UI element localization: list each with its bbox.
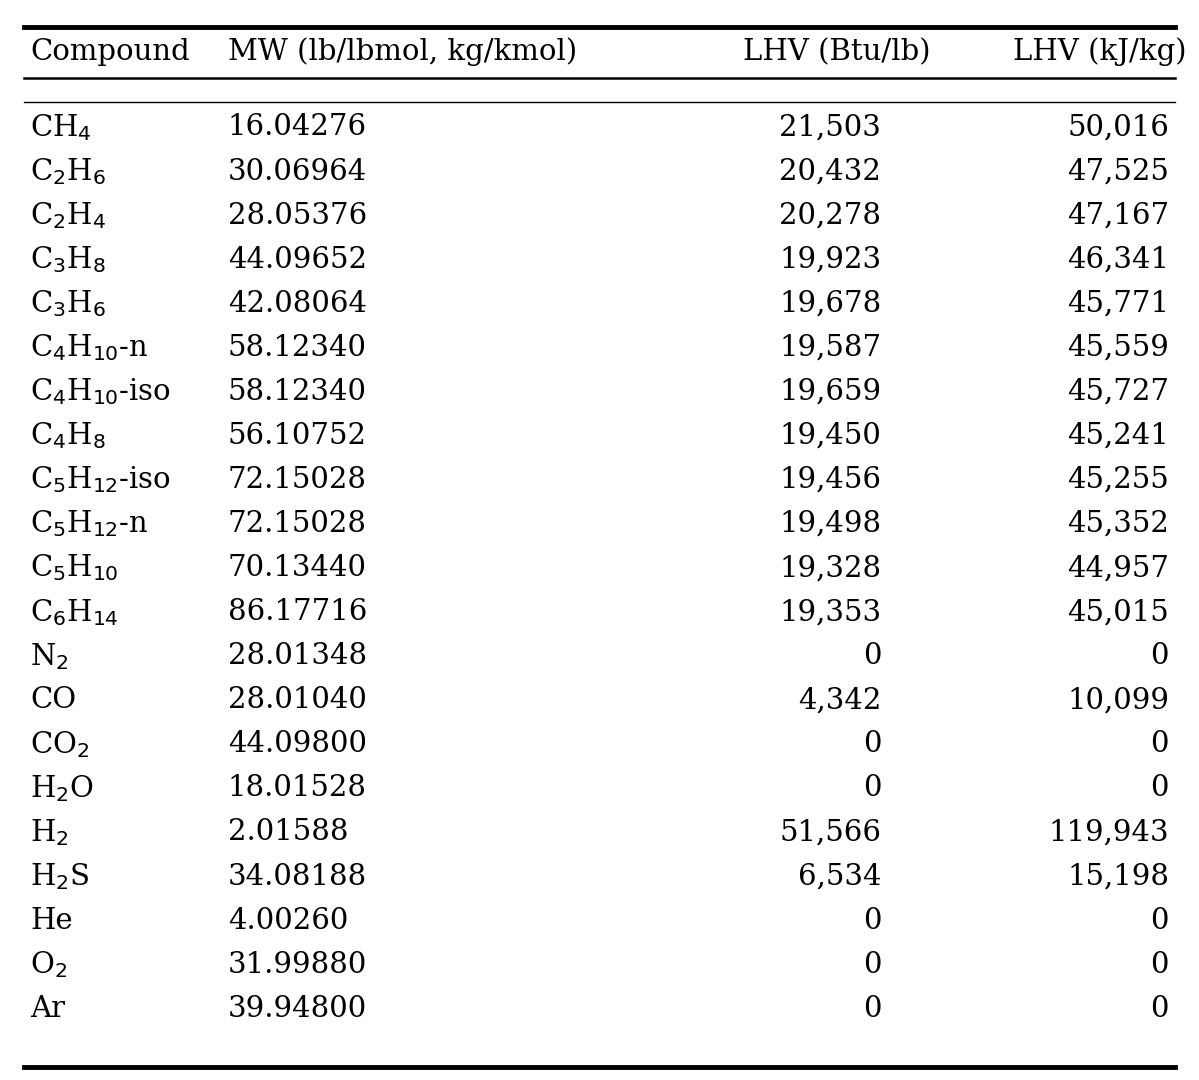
Text: C$_6$H$_{14}$: C$_6$H$_{14}$ — [30, 597, 119, 627]
Text: 45,352: 45,352 — [1067, 510, 1169, 538]
Text: 72.15028: 72.15028 — [228, 510, 367, 538]
Text: 6,534: 6,534 — [797, 863, 881, 891]
Text: C$_4$H$_{10}$-iso: C$_4$H$_{10}$-iso — [30, 377, 171, 407]
Text: C$_2$H$_6$: C$_2$H$_6$ — [30, 157, 106, 187]
Text: 0: 0 — [1151, 730, 1169, 758]
Text: 0: 0 — [1151, 774, 1169, 802]
Text: 39.94800: 39.94800 — [228, 995, 367, 1023]
Text: H$_2$O: H$_2$O — [30, 773, 94, 804]
Text: 51,566: 51,566 — [779, 819, 881, 847]
Text: LHV (Btu/lb): LHV (Btu/lb) — [743, 38, 930, 66]
Text: N$_2$: N$_2$ — [30, 640, 68, 672]
Text: 19,923: 19,923 — [779, 245, 881, 273]
Text: 58.12340: 58.12340 — [228, 334, 367, 362]
Text: 2.01588: 2.01588 — [228, 819, 349, 847]
Text: 21,503: 21,503 — [779, 113, 881, 141]
Text: 56.10752: 56.10752 — [228, 422, 367, 450]
Text: 0: 0 — [863, 730, 881, 758]
Text: 28.01348: 28.01348 — [228, 643, 367, 671]
Text: 42.08064: 42.08064 — [228, 289, 367, 318]
Text: C$_3$H$_8$: C$_3$H$_8$ — [30, 244, 106, 275]
Text: 0: 0 — [1151, 995, 1169, 1023]
Text: 45,727: 45,727 — [1067, 378, 1169, 406]
Text: 0: 0 — [863, 995, 881, 1023]
Text: C$_3$H$_6$: C$_3$H$_6$ — [30, 288, 106, 319]
Text: Ar: Ar — [30, 995, 65, 1023]
Text: H$_2$: H$_2$ — [30, 818, 68, 848]
Text: 19,587: 19,587 — [779, 334, 881, 362]
Text: C$_4$H$_{10}$-n: C$_4$H$_{10}$-n — [30, 333, 149, 363]
Text: 45,255: 45,255 — [1067, 465, 1169, 494]
Text: 20,278: 20,278 — [779, 202, 881, 230]
Text: H$_2$S: H$_2$S — [30, 861, 89, 892]
Text: 0: 0 — [863, 906, 881, 934]
Text: O$_2$: O$_2$ — [30, 949, 67, 980]
Text: C$_5$H$_{12}$-iso: C$_5$H$_{12}$-iso — [30, 464, 171, 496]
Text: 0: 0 — [1151, 643, 1169, 671]
Text: 0: 0 — [863, 950, 881, 978]
Text: 45,015: 45,015 — [1067, 598, 1169, 626]
Text: 86.17716: 86.17716 — [228, 598, 367, 626]
Text: 0: 0 — [863, 643, 881, 671]
Text: 19,328: 19,328 — [779, 554, 881, 582]
Text: 45,771: 45,771 — [1067, 289, 1169, 318]
Text: Compound: Compound — [30, 38, 189, 66]
Text: 19,659: 19,659 — [779, 378, 881, 406]
Text: 18.01528: 18.01528 — [228, 774, 367, 802]
Text: 28.01040: 28.01040 — [228, 686, 367, 714]
Text: 50,016: 50,016 — [1067, 113, 1169, 141]
Text: 45,559: 45,559 — [1067, 334, 1169, 362]
Text: 10,099: 10,099 — [1067, 686, 1169, 714]
Text: 19,498: 19,498 — [779, 510, 881, 538]
Text: 19,353: 19,353 — [779, 598, 881, 626]
Text: 58.12340: 58.12340 — [228, 378, 367, 406]
Text: C$_2$H$_4$: C$_2$H$_4$ — [30, 200, 106, 231]
Text: C$_5$H$_{12}$-n: C$_5$H$_{12}$-n — [30, 509, 149, 539]
Text: 20,432: 20,432 — [779, 158, 881, 186]
Text: 19,456: 19,456 — [779, 465, 881, 494]
Text: 19,678: 19,678 — [779, 289, 881, 318]
Text: 34.08188: 34.08188 — [228, 863, 367, 891]
Text: CO: CO — [30, 686, 76, 714]
Text: 31.99880: 31.99880 — [228, 950, 367, 978]
Text: CO$_2$: CO$_2$ — [30, 729, 89, 759]
Text: 45,241: 45,241 — [1067, 422, 1169, 450]
Text: 0: 0 — [1151, 906, 1169, 934]
Text: 44,957: 44,957 — [1067, 554, 1169, 582]
Text: 15,198: 15,198 — [1067, 863, 1169, 891]
Text: 44.09652: 44.09652 — [228, 245, 367, 273]
Text: 119,943: 119,943 — [1048, 819, 1169, 847]
Text: LHV (kJ/kg): LHV (kJ/kg) — [1013, 38, 1187, 66]
Text: 47,525: 47,525 — [1067, 158, 1169, 186]
Text: 47,167: 47,167 — [1067, 202, 1169, 230]
Text: 46,341: 46,341 — [1067, 245, 1169, 273]
Text: 72.15028: 72.15028 — [228, 465, 367, 494]
Text: 0: 0 — [1151, 950, 1169, 978]
Text: 0: 0 — [863, 774, 881, 802]
Text: MW (lb/lbmol, kg/kmol): MW (lb/lbmol, kg/kmol) — [228, 38, 577, 66]
Text: 70.13440: 70.13440 — [228, 554, 367, 582]
Text: 16.04276: 16.04276 — [228, 113, 367, 141]
Text: C$_4$H$_8$: C$_4$H$_8$ — [30, 420, 106, 451]
Text: CH$_4$: CH$_4$ — [30, 112, 91, 143]
Text: 19,450: 19,450 — [779, 422, 881, 450]
Text: 44.09800: 44.09800 — [228, 730, 367, 758]
Text: 28.05376: 28.05376 — [228, 202, 367, 230]
Text: 4,342: 4,342 — [797, 686, 881, 714]
Text: 4.00260: 4.00260 — [228, 906, 348, 934]
Text: C$_5$H$_{10}$: C$_5$H$_{10}$ — [30, 553, 119, 583]
Text: He: He — [30, 906, 73, 934]
Text: 30.06964: 30.06964 — [228, 158, 367, 186]
